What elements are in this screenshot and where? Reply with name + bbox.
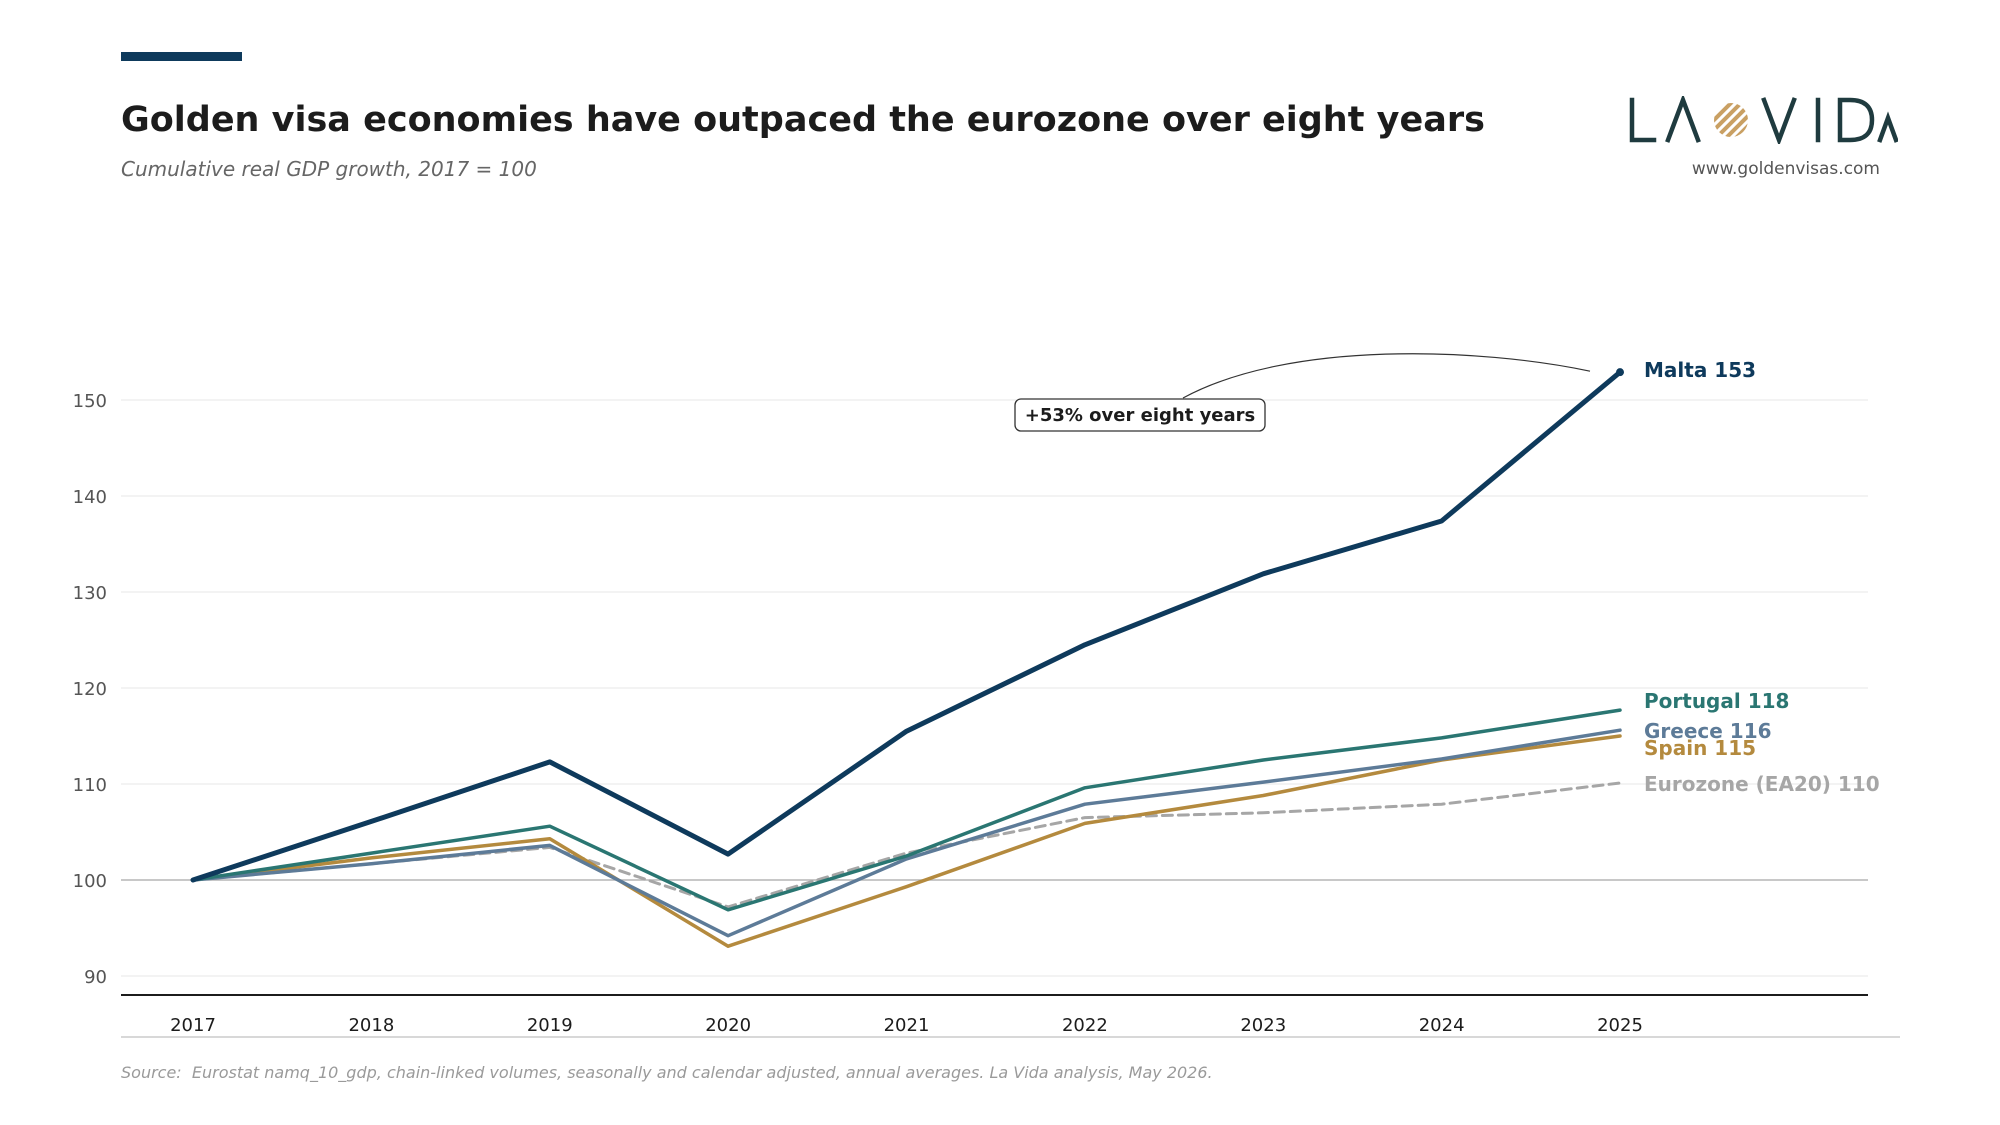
chart-subtitle: Cumulative real GDP growth, 2017 = 100: [121, 157, 537, 181]
x-tick-label: 2024: [1419, 1015, 1465, 1036]
annotation-text: +53% over eight years: [1025, 405, 1256, 426]
x-tick-label: 2023: [1240, 1015, 1286, 1036]
series-line-malta: [190, 369, 1623, 883]
x-tick-label: 2017: [170, 1015, 216, 1036]
accent-bar: [121, 52, 242, 61]
series-line-spain: [191, 734, 1622, 948]
chart-title: Golden visa economies have outpaced the …: [121, 100, 1485, 140]
source-note: Source: Eurostat namq_10_gdp, chain-link…: [121, 1063, 1213, 1082]
website-url: www.goldenvisas.com: [1691, 159, 1880, 179]
footer-divider: [121, 1036, 1900, 1038]
y-tick-label: 150: [73, 391, 107, 412]
series-end-label: Spain 115: [1644, 736, 1756, 760]
malta-end-point: [1616, 368, 1624, 377]
x-tick-label: 2018: [348, 1015, 394, 1036]
y-tick-label: 90: [84, 967, 107, 988]
x-tick-label: 2022: [1062, 1015, 1108, 1036]
x-tick-label: 2025: [1597, 1015, 1643, 1036]
series-end-label: Eurozone (EA20) 110: [1644, 772, 1880, 796]
series-end-label: Greece 116: [1644, 719, 1772, 743]
x-tick-label: 2020: [705, 1015, 751, 1036]
logo-mark-icon: [1714, 103, 1748, 137]
y-tick-label: 140: [73, 487, 107, 508]
la-vida-logo: [1629, 96, 1898, 144]
y-tick-label: 100: [73, 871, 107, 892]
series-line-portugal: [191, 708, 1622, 912]
series-end-label: Malta 153: [1644, 358, 1756, 382]
series-end-label: Portugal 118: [1644, 689, 1789, 713]
y-tick-label: 130: [73, 583, 107, 604]
annotation-connector: [1182, 353, 1591, 399]
x-tick-label: 2019: [527, 1015, 573, 1036]
y-tick-label: 110: [73, 775, 107, 796]
series-line-greece: [191, 728, 1622, 938]
annotation-box: [1014, 398, 1266, 432]
x-tick-label: 2021: [884, 1015, 930, 1036]
y-tick-label: 120: [73, 679, 107, 700]
